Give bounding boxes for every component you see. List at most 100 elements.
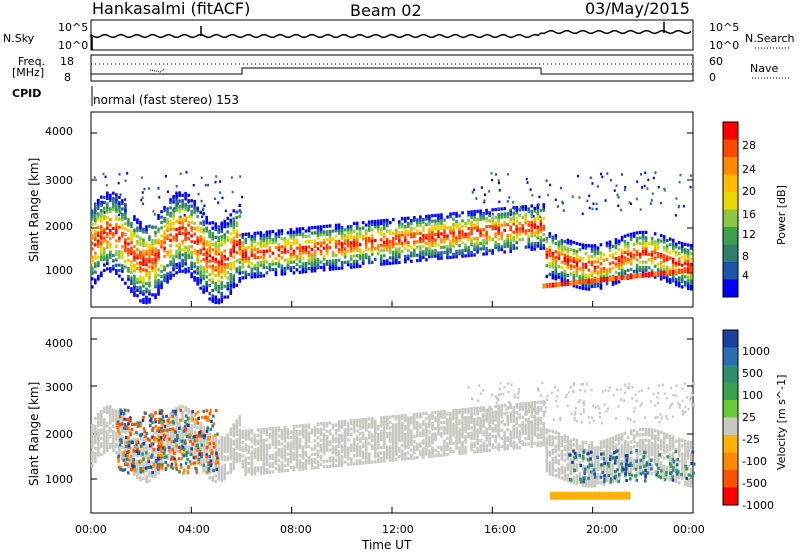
velocity-cell [265, 430, 269, 434]
power-cell [370, 236, 374, 240]
power-cell [166, 237, 169, 241]
velocity-cell [461, 427, 464, 431]
power-cell [650, 271, 654, 277]
power-cell [370, 220, 374, 224]
power-cell [524, 213, 528, 217]
velocity-cell [145, 474, 148, 478]
power-cell [112, 191, 115, 195]
power-cell [106, 242, 109, 247]
velocity-cell [404, 454, 407, 458]
power-cell [154, 279, 157, 283]
velocity-cell [274, 461, 278, 466]
velocity-cell [361, 418, 365, 422]
power-cell [319, 244, 323, 248]
power-cell [133, 217, 136, 222]
power-cell [202, 239, 205, 243]
power-cell [422, 217, 425, 222]
power-cell [190, 256, 193, 260]
power-cell [503, 239, 506, 243]
power-cell [229, 218, 233, 222]
power-cell [229, 221, 233, 225]
velocity-cell [476, 447, 479, 451]
power-cell [139, 288, 142, 292]
power-cell [595, 202, 598, 206]
velocity-cell [244, 462, 248, 466]
power-cell [398, 241, 401, 246]
velocity-cell [431, 422, 434, 426]
velocity-cell [515, 429, 519, 434]
power-cell [313, 250, 317, 254]
power-cell [199, 240, 202, 244]
velocity-cell [118, 447, 121, 452]
velocity-cell [280, 428, 284, 432]
power-cell [431, 238, 434, 242]
velocity-cell [187, 445, 190, 449]
power-cell [289, 236, 293, 240]
velocity-cell [419, 442, 422, 446]
power-cell [244, 273, 248, 277]
velocity-cell [557, 442, 561, 447]
velocity-cell [166, 440, 169, 444]
velocity-cell [301, 445, 305, 449]
velocity-cell [452, 428, 455, 432]
velocity-cell [373, 424, 377, 429]
power-cell [106, 234, 109, 239]
power-cell [238, 252, 242, 256]
velocity-cell [250, 439, 254, 444]
power-cell [632, 248, 636, 252]
velocity-cell [124, 441, 127, 445]
power-cell [473, 210, 476, 214]
power-cell [232, 279, 236, 283]
power-cell [175, 208, 178, 213]
power-cell [157, 284, 160, 288]
velocity-cell [346, 438, 350, 442]
power-cell [334, 239, 338, 244]
power-cell [410, 251, 413, 255]
power-cell [542, 232, 546, 237]
power-cell [395, 234, 398, 238]
power-cell [364, 237, 368, 241]
velocity-cell [392, 434, 395, 438]
power-cell [566, 262, 570, 267]
power-cell [455, 211, 458, 216]
power-cell [554, 261, 558, 265]
power-cell [232, 260, 236, 264]
velocity-cell [298, 424, 302, 428]
power-cell [114, 200, 117, 204]
velocity-cell [280, 455, 284, 460]
velocity-cell [145, 469, 148, 473]
power-cell [160, 226, 163, 230]
power-cell [593, 244, 597, 248]
power-cell [476, 220, 479, 224]
power-cell [542, 246, 546, 250]
velocity-cell [515, 416, 519, 420]
velocity-cell [232, 439, 236, 443]
velocity-cell [271, 426, 275, 431]
power-cell [334, 264, 338, 268]
power-cell [220, 264, 224, 269]
velocity-cell [346, 427, 350, 431]
velocity-cell [286, 428, 290, 432]
power-cell [419, 220, 422, 225]
velocity-cell [584, 448, 588, 453]
velocity-cell [527, 420, 531, 424]
velocity-cell [413, 434, 416, 438]
velocity-cell [112, 419, 115, 423]
velocity-cell [313, 433, 317, 437]
power-cell [292, 252, 296, 256]
power-cell [358, 251, 362, 255]
power-cell [600, 172, 603, 176]
velocity-cell [250, 450, 254, 454]
power-cell [133, 231, 136, 235]
power-cell [686, 262, 690, 266]
power-cell [152, 210, 155, 213]
power-cell [425, 236, 428, 240]
power-cell [229, 286, 233, 290]
velocity-cell [599, 480, 603, 484]
velocity-cell [422, 441, 425, 446]
velocity-cell [361, 461, 365, 465]
power-cell [606, 172, 609, 175]
power-cell [434, 219, 437, 223]
power-cell [686, 248, 690, 253]
velocity-cell [106, 435, 109, 439]
